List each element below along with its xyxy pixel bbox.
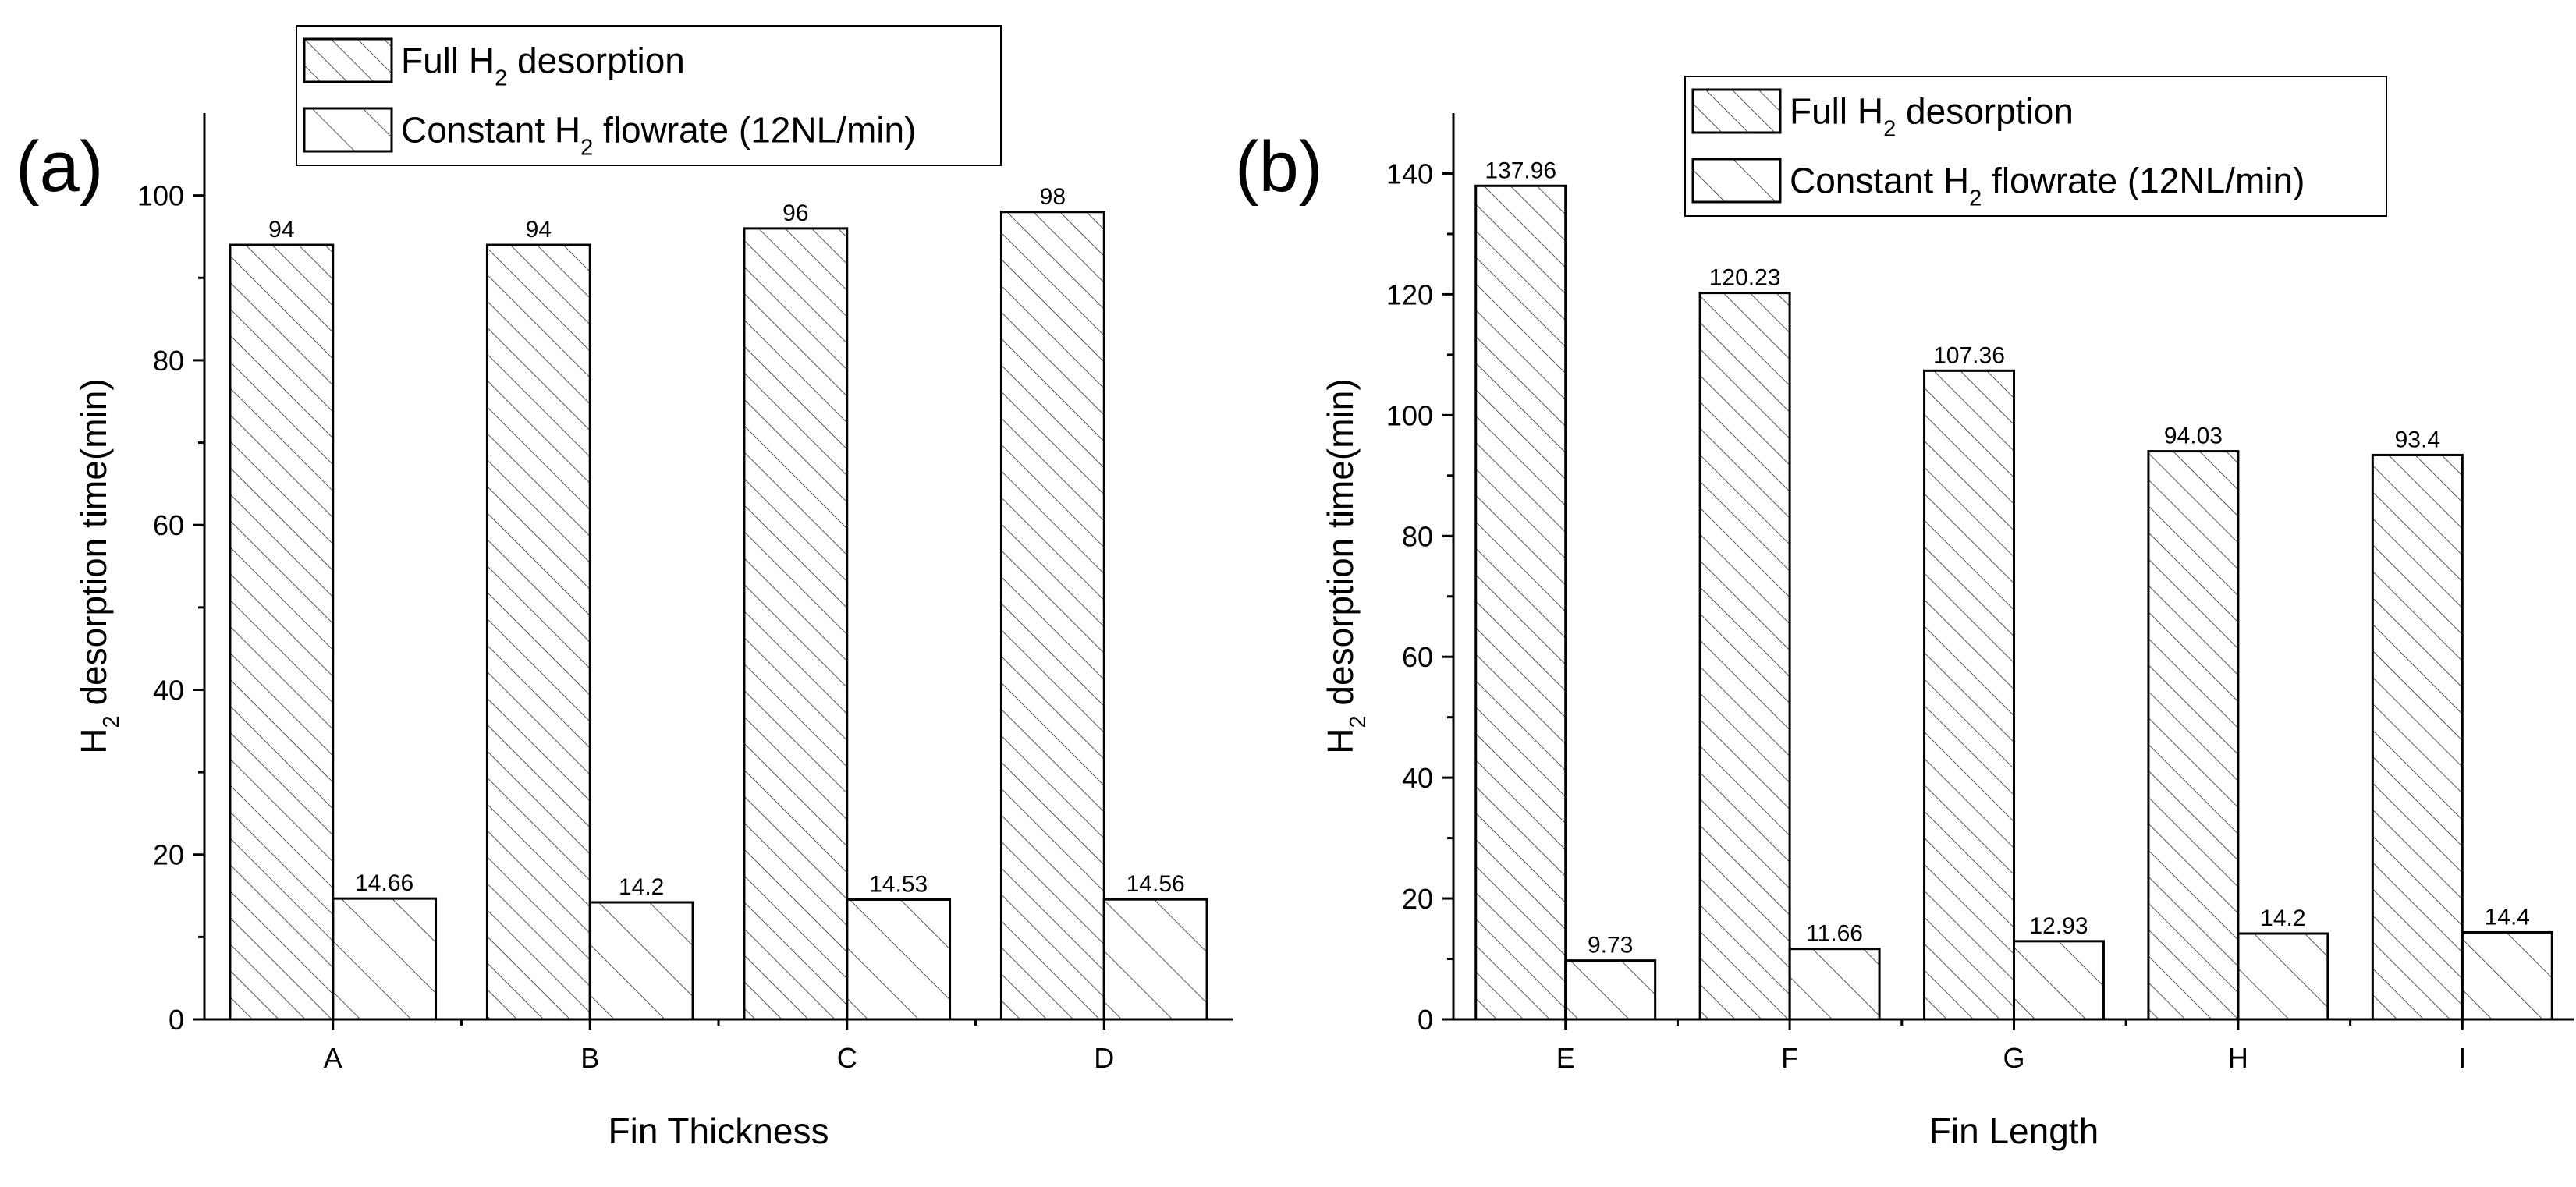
x-tick-label-G: G	[2003, 1042, 2024, 1074]
bar-B-series-1	[485, 243, 591, 1021]
legend-box	[1684, 76, 2387, 217]
bar-G-series-1	[1923, 369, 2016, 1021]
data-label-C-series-2: 14.53	[869, 872, 928, 898]
legend-swatch-series-2	[303, 107, 393, 153]
legend-label-series-1: Full H2 desorption	[1790, 91, 2074, 142]
x-tick-label-C: C	[837, 1042, 857, 1074]
data-label-B-series-1: 94	[526, 217, 552, 243]
bar-E-series-1	[1474, 184, 1567, 1021]
y-axis-title: H2 desorption time(min)	[1320, 378, 1371, 753]
panel-label: (a)	[16, 127, 103, 207]
data-label-D-series-1: 98	[1040, 184, 1066, 210]
y-tick-label: 40	[1402, 762, 1433, 794]
bar-E-series-2	[1564, 959, 1657, 1021]
legend-swatch-series-1	[303, 37, 393, 83]
bar-A-series-1	[229, 243, 335, 1021]
bar-B-series-2	[588, 901, 694, 1021]
bar-F-series-2	[1788, 948, 1881, 1021]
legend-label-series-1: Full H2 desorption	[401, 41, 685, 91]
x-tick-label-H: H	[2228, 1042, 2248, 1074]
y-axis-title: H2 desorption time(min)	[73, 378, 124, 753]
data-label-A-series-2: 14.66	[355, 870, 413, 896]
legend-box	[296, 25, 1002, 166]
data-label-G-series-1: 107.36	[1933, 342, 2005, 368]
x-tick-label-I: I	[2458, 1042, 2466, 1074]
bar-I-series-2	[2461, 930, 2553, 1021]
bar-D-series-1	[999, 211, 1105, 1021]
data-label-G-series-2: 12.93	[2029, 913, 2088, 939]
y-tick-label: 60	[153, 509, 184, 541]
data-label-C-series-1: 96	[782, 200, 808, 226]
chart-panel-b: (b) 137.96 120.23 107.36 94.03 93.4 9.73 11.66 1…	[1235, 76, 2574, 1151]
data-label-E-series-2: 9.73	[1588, 933, 1633, 958]
data-label-F-series-1: 120.23	[1709, 265, 1781, 291]
data-label-I-series-2: 14.4	[2485, 904, 2530, 930]
y-tick-label: 0	[1418, 1004, 1433, 1036]
x-tick-label-A: A	[324, 1042, 342, 1074]
bar-C-series-2	[846, 898, 952, 1021]
x-tick-label-B: B	[580, 1042, 599, 1074]
legend-swatch-series-2	[1691, 158, 1782, 204]
y-tick-label: 0	[169, 1004, 184, 1036]
data-label-D-series-2: 14.56	[1127, 871, 1185, 897]
bar-G-series-2	[2013, 940, 2105, 1021]
panel-label: (b)	[1235, 127, 1322, 207]
legend-swatch-series-1	[1691, 88, 1782, 134]
y-tick-label: 20	[1402, 883, 1433, 915]
data-label-H-series-1: 94.03	[2164, 423, 2223, 449]
x-tick-label-E: E	[1556, 1042, 1575, 1074]
data-label-F-series-2: 11.66	[1806, 921, 1863, 947]
data-label-B-series-2: 14.2	[619, 874, 664, 900]
y-tick-label: 100	[137, 180, 184, 212]
y-tick-label: 80	[1402, 520, 1433, 552]
legend-label-series-2: Constant H2 flowrate (12NL/min)	[401, 110, 916, 161]
y-tick-label: 140	[1386, 158, 1433, 190]
y-tick-label: 120	[1386, 278, 1433, 310]
y-tick-label: 80	[153, 345, 184, 377]
x-axis-title: Fin Thickness	[609, 1111, 829, 1151]
bar-C-series-1	[743, 227, 849, 1021]
data-label-I-series-1: 93.4	[2395, 427, 2440, 452]
chart-panel-a: (a) 94 94 96 98 14.66 14.2 14.53 14.56 0 20 40 60 80 1…	[16, 25, 1233, 1151]
bar-H-series-2	[2237, 932, 2329, 1021]
y-tick-label: 60	[1402, 641, 1433, 673]
bar-H-series-1	[2147, 450, 2240, 1021]
bar-A-series-2	[332, 897, 438, 1021]
y-tick-label: 100	[1386, 399, 1433, 431]
bar-D-series-2	[1102, 898, 1208, 1021]
data-label-H-series-2: 14.2	[2260, 905, 2305, 931]
data-label-A-series-1: 94	[268, 217, 294, 243]
x-tick-label-F: F	[1781, 1042, 1798, 1074]
x-axis-title: Fin Length	[1929, 1111, 2099, 1151]
x-tick-label-D: D	[1094, 1042, 1114, 1074]
legend-label-series-2: Constant H2 flowrate (12NL/min)	[1790, 161, 2305, 211]
y-tick-label: 20	[153, 839, 184, 871]
bar-F-series-1	[1698, 292, 1791, 1021]
data-label-E-series-1: 137.96	[1485, 158, 1556, 183]
bar-I-series-1	[2371, 453, 2464, 1021]
y-tick-label: 40	[153, 674, 184, 706]
